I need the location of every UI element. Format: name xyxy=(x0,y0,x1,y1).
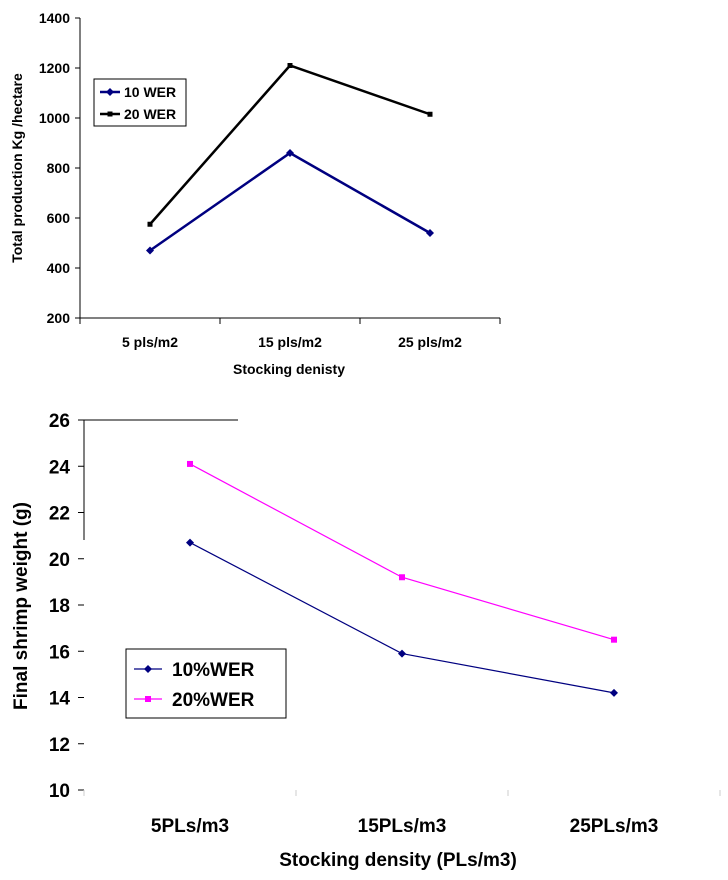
x-axis-label: Stocking density (PLs/m3) xyxy=(279,850,517,871)
legend: 10%WER 20%WER xyxy=(125,648,287,719)
data-point xyxy=(427,111,433,117)
x-tick-label: 15 pls/m2 xyxy=(258,334,322,350)
data-point xyxy=(187,460,193,467)
data-point xyxy=(147,221,153,227)
legend-swatch-marker xyxy=(145,696,151,702)
y-tick-label: 600 xyxy=(47,210,71,226)
data-point xyxy=(146,246,154,255)
y-tick-label: 1000 xyxy=(39,110,70,126)
y-tick-label: 1400 xyxy=(39,10,70,26)
data-point xyxy=(611,636,617,643)
y-axis-label: Total production Kg /hectare xyxy=(9,73,25,263)
y-tick-label: 14 xyxy=(49,689,71,710)
x-tick-label: 5PLs/m3 xyxy=(151,816,229,837)
y-tick-label: 12 xyxy=(49,735,70,756)
data-point xyxy=(287,63,293,68)
series-line xyxy=(149,151,431,252)
y-tick-label: 18 xyxy=(49,596,70,617)
y-tick-label: 10 xyxy=(49,781,70,802)
legend-box xyxy=(93,78,187,127)
y-tick-label: 1200 xyxy=(39,60,70,76)
data-point xyxy=(398,649,406,658)
shrimp-weight-chart: 10 12 14 16 18 20 22 24 26 5PLs/m3 15PLs/m3 25PLs/… xyxy=(11,411,721,871)
legend: 10 WER 20 WER xyxy=(93,78,187,127)
data-point xyxy=(286,149,294,157)
series-line xyxy=(149,64,431,226)
y-axis-label: Final shrimp weight (g) xyxy=(11,502,32,710)
y-tick-label: 16 xyxy=(49,642,70,663)
y-tick-label: 800 xyxy=(47,160,71,176)
legend-label: 20 WER xyxy=(124,106,176,122)
data-point xyxy=(186,538,194,547)
legend-swatch-marker xyxy=(107,111,113,117)
x-tick-label: 5 pls/m2 xyxy=(122,334,178,350)
data-point xyxy=(399,574,405,581)
y-tick-label: 200 xyxy=(47,310,71,326)
y-tick-label: 26 xyxy=(49,411,70,432)
series-line xyxy=(189,463,615,641)
x-tick-label: 25 pls/m2 xyxy=(398,334,462,350)
production-chart: 200 400 600 800 1000 1200 1400 5 pls/m2 15 pls/… xyxy=(9,10,501,377)
legend-label: 10%WER xyxy=(172,660,255,681)
legend-label: 20%WER xyxy=(172,690,255,711)
y-tick-label: 400 xyxy=(47,260,71,276)
x-axis-label: Stocking denisty xyxy=(233,361,345,377)
x-tick-label: 25PLs/m3 xyxy=(570,816,659,837)
data-point xyxy=(426,229,434,237)
data-point xyxy=(610,688,618,697)
legend-swatch-marker xyxy=(144,665,152,673)
legend-box xyxy=(125,648,287,719)
legend-label: 10 WER xyxy=(124,84,176,100)
y-tick-label: 24 xyxy=(49,457,71,478)
y-tick-label: 22 xyxy=(49,504,70,525)
x-tick-label: 15PLs/m3 xyxy=(358,816,447,837)
y-tick-label: 20 xyxy=(49,550,70,571)
legend-swatch-marker xyxy=(106,88,114,96)
